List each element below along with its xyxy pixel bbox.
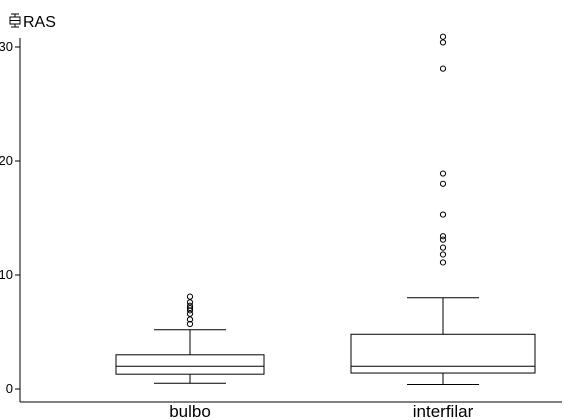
outlier-point — [186, 320, 194, 328]
axes: 0 10 20 30 — [0, 38, 562, 403]
boxes: bulbo interfilar — [115, 33, 536, 420]
boxplot-icon — [9, 13, 21, 28]
outlier-point — [439, 244, 447, 251]
outlier-point — [439, 180, 447, 187]
outlier-point — [186, 293, 194, 300]
outlier-point — [186, 299, 194, 306]
outlier-point — [186, 304, 194, 312]
outlier-point — [186, 310, 194, 317]
y-tick-label: 30 — [0, 39, 13, 54]
iqr-box — [350, 333, 536, 374]
iqr-box — [115, 354, 265, 375]
y-tick-label: 0 — [6, 381, 13, 396]
outlier-point — [439, 233, 447, 240]
outlier-point — [439, 65, 447, 72]
legend: RAS — [9, 13, 56, 31]
x-category-label: interfilar — [413, 402, 474, 420]
outlier-point — [186, 307, 194, 314]
outlier-point — [439, 236, 447, 243]
outlier-point — [439, 211, 447, 218]
outlier-point — [439, 33, 447, 40]
box-bulbo: bulbo — [115, 293, 265, 420]
box-interfilar: interfilar — [350, 33, 536, 420]
outlier-point — [439, 39, 447, 46]
outlier-point — [186, 302, 194, 309]
x-category-label: bulbo — [169, 402, 211, 420]
outlier-point — [439, 259, 447, 266]
legend-label: RAS — [23, 14, 56, 31]
outlier-point — [439, 251, 447, 258]
y-tick-label: 20 — [0, 153, 13, 168]
y-tick-label: 10 — [0, 267, 13, 282]
outlier-point — [439, 170, 447, 177]
